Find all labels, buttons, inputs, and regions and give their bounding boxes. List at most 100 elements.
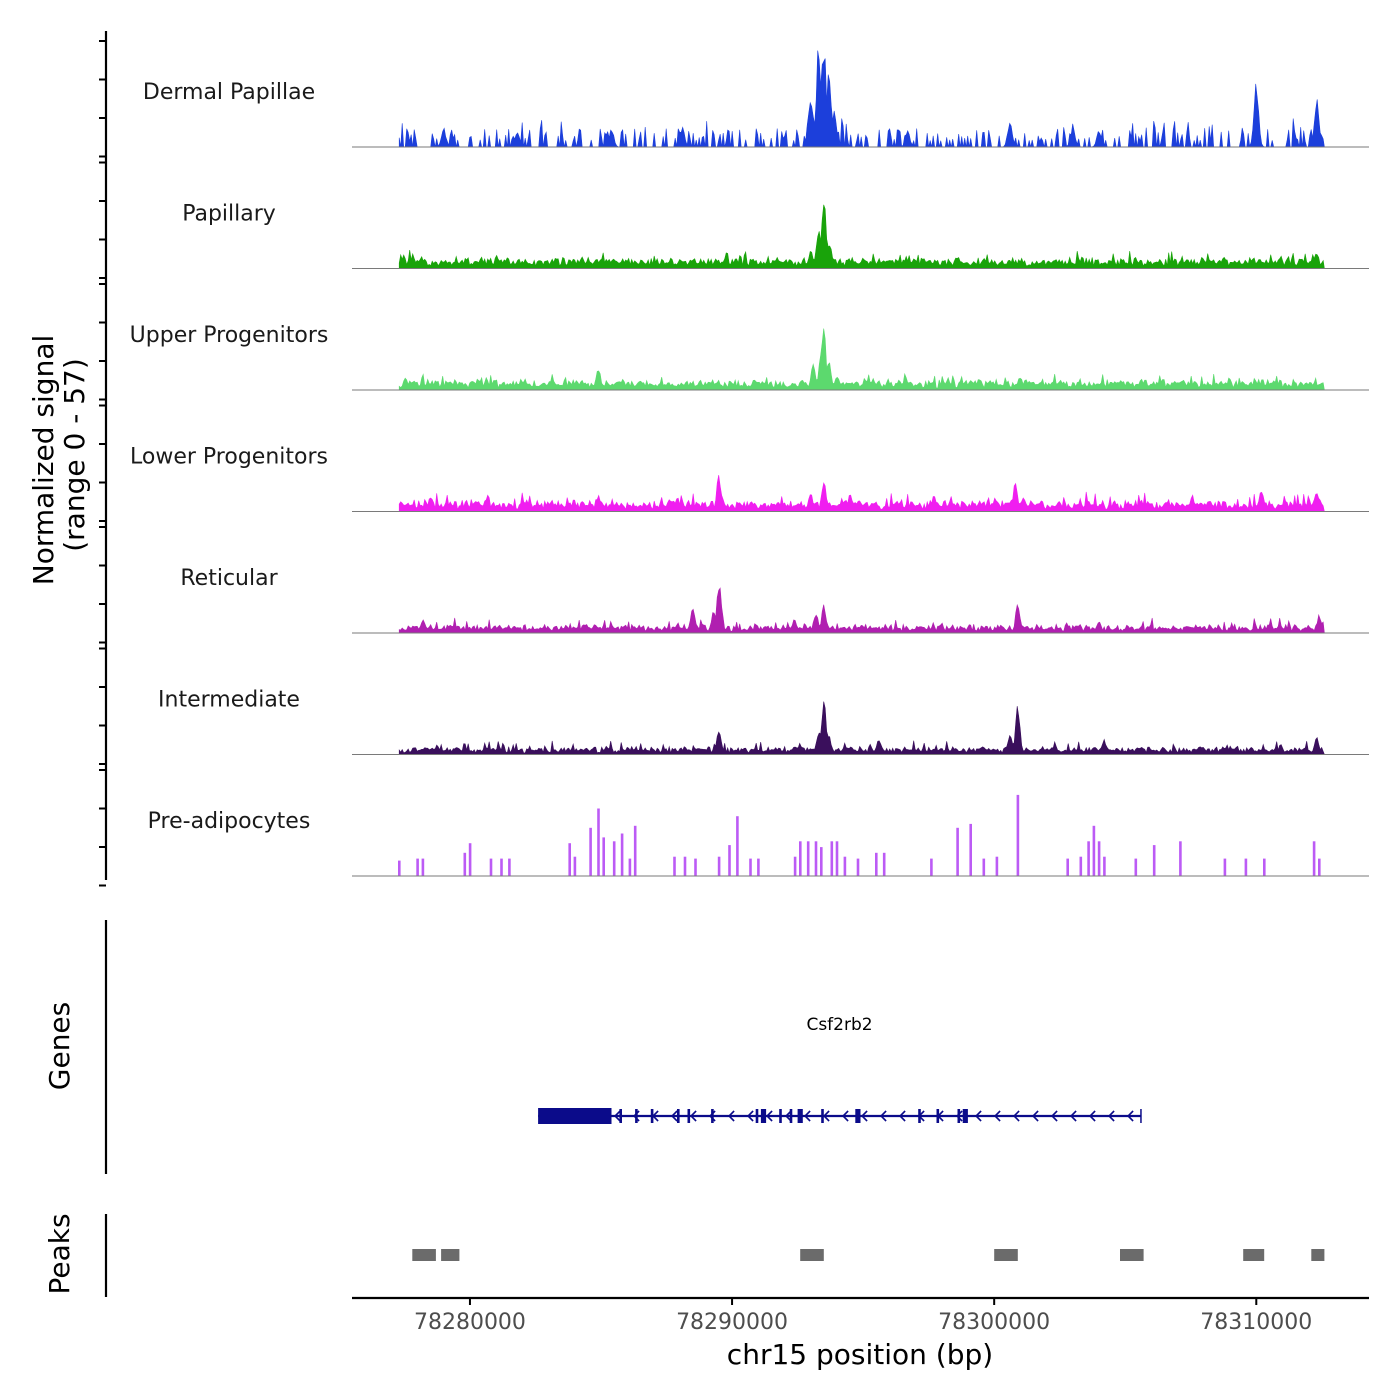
signal-bar	[1016, 794, 1020, 876]
track-label: Pre-adipocytes	[148, 809, 311, 834]
strand-arrow	[879, 1110, 887, 1122]
strand-arrow	[1107, 1110, 1115, 1122]
signal-bar	[875, 852, 878, 876]
strand-arrow	[898, 1110, 906, 1122]
gene-exon	[779, 1109, 782, 1123]
track-label: Papillary	[182, 202, 276, 227]
signal-y-ticks	[99, 40, 106, 887]
signal-bar	[843, 856, 847, 876]
signal-bar	[489, 858, 493, 876]
strand-arrow	[993, 1110, 1001, 1122]
signal-bar	[1312, 841, 1316, 876]
gene-exon	[936, 1109, 940, 1123]
signal-bar	[694, 858, 697, 876]
peak-region	[1243, 1249, 1265, 1261]
signal-bar	[882, 852, 886, 876]
signal-area	[398, 587, 1325, 634]
gene-exon	[650, 1109, 654, 1123]
x-tick-label: 78300000	[938, 1310, 1050, 1335]
strand-arrow	[689, 1110, 697, 1122]
gene-track: Csf2rb2	[538, 1015, 1142, 1124]
signal-bar	[1134, 858, 1138, 876]
track-dermal-papillae: Dermal Papillae	[143, 50, 1369, 148]
signal-bar	[1223, 858, 1227, 876]
peak-track	[412, 1249, 1325, 1261]
track-reticular: Reticular	[180, 566, 1369, 634]
gene-exon	[538, 1108, 612, 1124]
signal-bar	[1092, 825, 1096, 876]
signal-bar	[856, 858, 860, 876]
strand-arrow	[974, 1110, 982, 1122]
signal-bar	[463, 852, 467, 876]
signal-bar	[1244, 858, 1248, 876]
strand-arrow	[784, 1110, 792, 1122]
track-label: Dermal Papillae	[143, 80, 315, 105]
signal-bar	[969, 823, 972, 876]
gene-exon	[755, 1109, 759, 1123]
signal-bar	[1263, 858, 1266, 876]
strand-arrow	[860, 1110, 868, 1122]
signal-bar	[398, 860, 401, 876]
signal-bar	[806, 841, 810, 876]
x-axis-title: chr15 position (bp)	[727, 1338, 993, 1371]
strand-arrow	[841, 1110, 849, 1122]
signal-bar	[793, 856, 797, 876]
signal-bar	[995, 856, 999, 876]
signal-bar	[602, 837, 605, 876]
strand-arrow	[1088, 1110, 1096, 1122]
peak-region	[1120, 1249, 1144, 1261]
track-label: Lower Progenitors	[130, 445, 328, 470]
gene-exon	[635, 1109, 638, 1123]
y-axis-title-line1: Normalized signal	[27, 335, 60, 586]
gene-exon	[797, 1109, 803, 1123]
peak-region	[441, 1249, 460, 1261]
track-label: Intermediate	[158, 688, 300, 713]
signal-bar	[633, 825, 637, 876]
peak-region	[412, 1249, 436, 1261]
signal-bar	[1318, 858, 1321, 876]
gene-exon	[619, 1109, 622, 1123]
signal-bar	[683, 856, 687, 876]
x-tick-label: 78310000	[1200, 1310, 1312, 1335]
strand-arrow	[746, 1110, 754, 1122]
signal-area	[398, 204, 1325, 269]
signal-bar	[500, 858, 503, 876]
strand-arrow	[1069, 1110, 1077, 1122]
gene-exon	[760, 1109, 767, 1123]
signal-area	[398, 328, 1325, 391]
strand-arrow	[1031, 1110, 1039, 1122]
signal-bar	[573, 856, 577, 876]
signal-bar	[421, 858, 425, 876]
gene-exon	[677, 1109, 680, 1123]
signal-bar	[1179, 841, 1182, 876]
gene-exon	[789, 1109, 793, 1123]
signal-bar	[628, 858, 632, 876]
strand-arrow	[1126, 1110, 1134, 1122]
signal-bar	[568, 843, 571, 876]
signal-bar	[930, 858, 933, 876]
track-upper-progenitors: Upper Progenitors	[130, 323, 1369, 391]
gene-label: Csf2rb2	[806, 1015, 872, 1035]
track-intermediate: Intermediate	[158, 688, 1369, 755]
genes-axis-title: Genes	[43, 1002, 76, 1090]
signal-bar	[1066, 858, 1069, 876]
signal-bar	[814, 841, 818, 876]
strand-arrow	[765, 1110, 773, 1122]
signal-bar	[1103, 856, 1106, 876]
signal-bar	[956, 827, 959, 876]
peak-region	[800, 1249, 824, 1261]
signal-bar	[589, 827, 592, 876]
coverage-tracks: Dermal Papillae Papillary Upper Progenitor…	[130, 50, 1369, 877]
signal-bar	[1152, 845, 1156, 876]
signal-bar	[736, 816, 739, 876]
peaks-axis-title: Peaks	[43, 1213, 76, 1294]
track-pre-adipocytes: Pre-adipocytes	[148, 794, 1369, 877]
y-axis-title-line2: (range 0 - 57)	[58, 358, 91, 552]
signal-bar	[673, 856, 676, 876]
gene-exon	[957, 1109, 961, 1123]
signal-bar	[830, 841, 834, 876]
signal-bar	[728, 845, 731, 876]
signal-bar	[717, 856, 721, 876]
strand-arrow	[1050, 1110, 1058, 1122]
strand-arrow	[955, 1110, 963, 1122]
